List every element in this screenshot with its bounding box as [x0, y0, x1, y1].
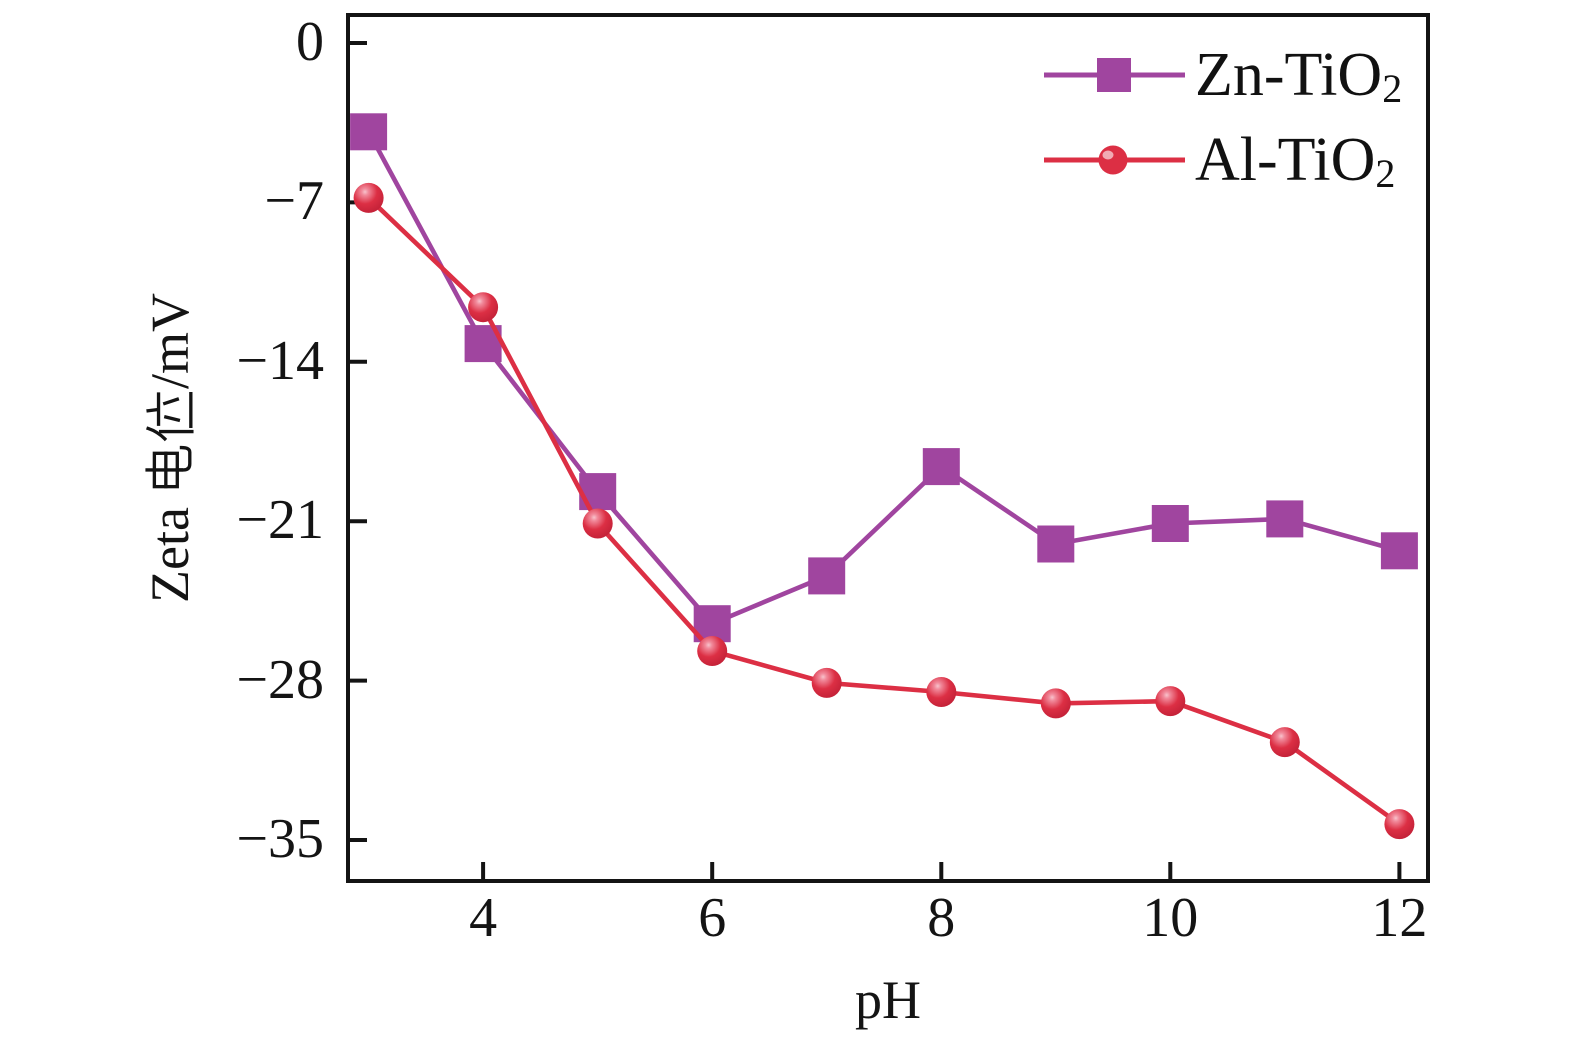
y-axis-title-unit: /mV — [140, 293, 200, 390]
zn-tio2-point — [1266, 500, 1304, 538]
cjk-char-wei-icon — [146, 392, 194, 442]
legend-label-subscript: 2 — [1382, 66, 1403, 111]
al-tio2-point — [811, 667, 842, 698]
y-tick-label: −7 — [264, 170, 324, 233]
al-tio2-point — [353, 182, 384, 213]
al-tio2-point — [1269, 727, 1300, 758]
al-tio2-point — [697, 636, 728, 666]
zn-tio2-point — [1037, 525, 1075, 563]
al-tio2-line — [367, 196, 1401, 826]
y-axis-title-zeta: Zeta — [140, 507, 200, 603]
zn-tio2-point — [808, 557, 846, 595]
x-tick-label: 12 — [1371, 887, 1428, 949]
al-tio2-point — [1384, 809, 1415, 840]
x-tick-label: 10 — [1142, 887, 1199, 949]
y-tick-label: −21 — [236, 489, 324, 552]
y-tick-label: 0 — [296, 10, 324, 73]
zn-tio2-point — [1380, 532, 1418, 570]
zn-tio2-line — [366, 130, 1401, 627]
legend-entry-zn-tio2: Zn-TiO 2 — [1042, 38, 1402, 112]
y-tick-label: −14 — [236, 329, 324, 392]
al-tio2-point — [1040, 688, 1071, 719]
x-axis-title: pH — [855, 970, 921, 1030]
zn-tio2-point — [350, 113, 388, 151]
legend-ball-marker-icon — [1044, 145, 1185, 175]
zn-tio2-point — [579, 473, 617, 511]
y-tick-label: −35 — [236, 807, 324, 870]
x-tick-label: 6 — [698, 887, 727, 949]
zn-tio2-point — [1151, 505, 1189, 542]
al-tio2-point — [1155, 686, 1186, 717]
legend-entry-al-tio2: Al-TiO 2 — [1042, 123, 1395, 197]
plot-border — [346, 13, 1430, 883]
y-tick-label: −28 — [236, 648, 324, 711]
legend-square-marker-icon — [1044, 58, 1185, 92]
legend-label: Al-TiO — [1195, 126, 1376, 194]
al-tio2-point — [926, 677, 957, 707]
legend-label: Zn-TiO — [1195, 41, 1383, 109]
al-tio2-point — [582, 508, 613, 539]
al-tio2-point — [468, 292, 499, 323]
legend-label-subscript: 2 — [1375, 151, 1396, 196]
y-axis-title: Zeta /mV — [140, 293, 200, 603]
cjk-char-dian-icon — [145, 445, 192, 489]
zn-tio2-point — [922, 448, 960, 486]
x-tick-label: 8 — [927, 887, 956, 949]
x-tick-label: 4 — [469, 887, 498, 949]
